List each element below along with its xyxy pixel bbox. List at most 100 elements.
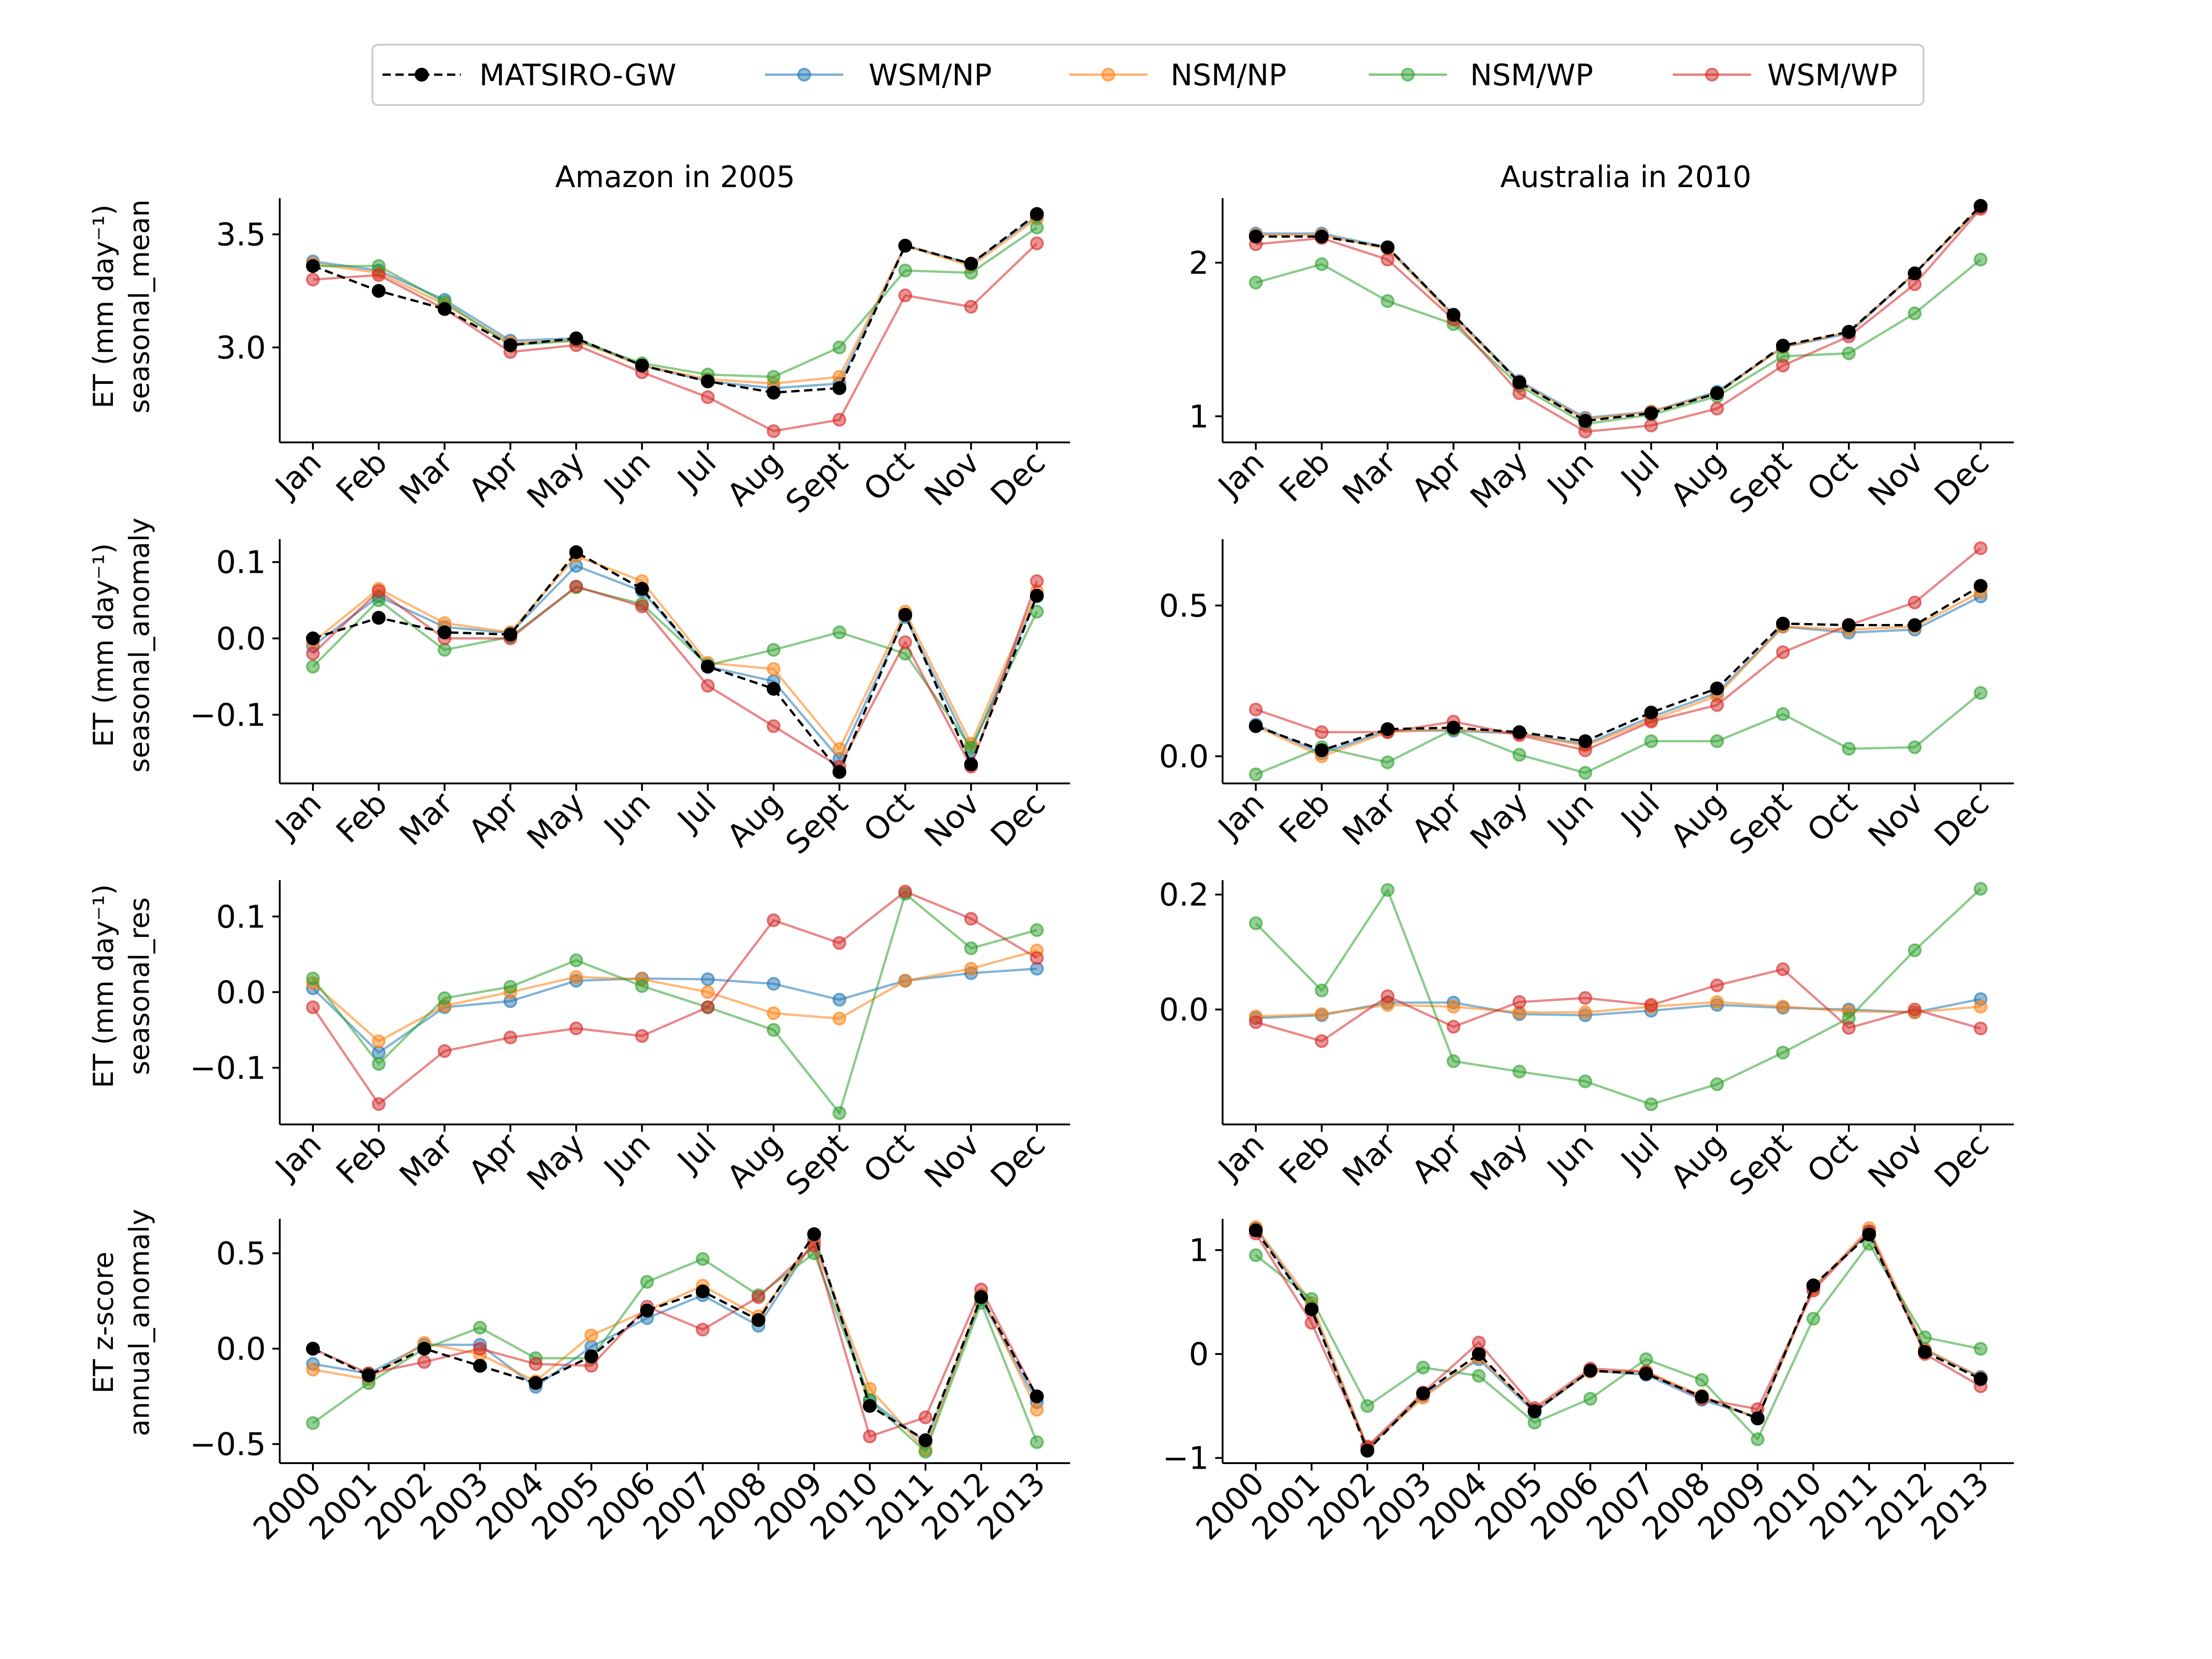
data-point (1973, 1021, 1988, 1035)
data-point (306, 659, 320, 674)
data-point (1973, 686, 1988, 700)
x-tick-label: Sept (779, 444, 855, 520)
x-tick-label: Mar (393, 1126, 460, 1194)
data-point (832, 1012, 847, 1026)
x-tick-label: Jan (1210, 1126, 1271, 1188)
data-point (1512, 747, 1526, 762)
x-tick-label: Jan (267, 444, 329, 506)
data-point (1030, 220, 1044, 235)
data-point (1639, 1352, 1653, 1366)
data-point (361, 1368, 376, 1382)
x-tick-label: Mar (1336, 1126, 1404, 1194)
data-point (1973, 579, 1988, 593)
data-point (766, 662, 781, 676)
row-label-1-line1: ET (mm day⁻¹) (88, 205, 120, 409)
x-tick-label: Oct (1800, 785, 1865, 849)
y-tick-label: 0.1 (216, 899, 266, 935)
data-point (1710, 1077, 1724, 1091)
series-line (1255, 692, 1982, 776)
data-point (1776, 617, 1790, 631)
series-matsiro-gw (1249, 199, 1988, 428)
x-tick-label: Jun (1539, 785, 1601, 847)
data-point (1918, 1330, 1932, 1345)
data-point (569, 545, 583, 559)
data-point (437, 625, 452, 640)
data-point (503, 1030, 518, 1045)
data-point (1578, 734, 1592, 748)
legend-entry: MATSIRO-GW (382, 59, 677, 93)
data-point (635, 1029, 649, 1043)
data-point (695, 1323, 710, 1337)
data-point (1030, 1389, 1044, 1404)
x-tick-label: Jun (596, 444, 658, 506)
data-point (569, 1021, 583, 1035)
x-tick-label: Apr (462, 785, 526, 849)
y-tick-label: 3.5 (216, 217, 266, 253)
x-tick-label: Feb (1272, 444, 1337, 509)
series-nsm-wp (306, 887, 1044, 1120)
series-line (312, 967, 1037, 1054)
data-point (863, 1399, 877, 1413)
data-point (918, 1445, 933, 1459)
x-tick-label: Jul (1613, 444, 1667, 498)
data-point (1578, 1074, 1592, 1088)
x-tick-label: Apr (1405, 444, 1469, 508)
series-wsm-np (306, 1233, 1044, 1449)
legend-entry: NSM/WP (1369, 59, 1593, 93)
series-line (312, 586, 1038, 749)
column-title-amazon: Amazon in 2005 (555, 160, 795, 194)
data-point (473, 1341, 487, 1356)
data-point (1907, 618, 1922, 632)
data-point (1447, 1000, 1461, 1014)
row-label-3-line2: seasonal_res (124, 897, 156, 1075)
data-point (898, 884, 912, 899)
data-point (306, 971, 320, 986)
legend-swatch-marker (1401, 68, 1415, 82)
data-point (306, 631, 320, 646)
x-tick-label: Feb (1272, 1126, 1337, 1191)
data-point (1578, 991, 1592, 1005)
data-point (1249, 719, 1263, 733)
x-tick-label: Jun (596, 1126, 658, 1188)
data-point (1030, 588, 1044, 603)
data-point (918, 1410, 933, 1424)
data-point (863, 1430, 877, 1443)
x-tick-label: Jun (596, 785, 658, 847)
series-nsm-wp (1249, 686, 1988, 782)
series-line (312, 218, 1038, 385)
data-point (1583, 1364, 1597, 1378)
data-point (964, 257, 978, 271)
data-point (569, 953, 583, 967)
x-tick-label: Jan (1210, 444, 1271, 506)
x-tick-label: Feb (329, 444, 394, 509)
series-line (312, 554, 1038, 750)
x-tick-label: Mar (393, 785, 460, 853)
series-line (1255, 585, 1982, 752)
data-point (1315, 725, 1329, 739)
data-point (1841, 741, 1856, 756)
data-point (766, 643, 781, 657)
data-point (1030, 574, 1044, 588)
x-tick-label: Sept (1723, 785, 1799, 861)
x-tick-label: Dec (984, 444, 1053, 513)
data-point (1776, 339, 1790, 353)
series-line (312, 565, 1038, 760)
data-point (1381, 294, 1395, 308)
row-label-2-line2: seasonal_anomaly (124, 518, 156, 772)
data-point (1030, 1403, 1044, 1417)
data-point (569, 970, 583, 984)
data-point (1249, 229, 1263, 244)
data-point (964, 300, 978, 314)
y-tick-label: 0.2 (1159, 877, 1209, 913)
series-line (1254, 1230, 1982, 1448)
series-matsiro-gw (306, 1227, 1044, 1447)
series-nsm-wp (1249, 1237, 1988, 1447)
data-point (584, 1328, 599, 1342)
data-point (306, 1000, 320, 1014)
data-point (1528, 1416, 1541, 1430)
data-point (700, 972, 715, 986)
data-point (1249, 1248, 1263, 1262)
data-point (766, 977, 781, 991)
